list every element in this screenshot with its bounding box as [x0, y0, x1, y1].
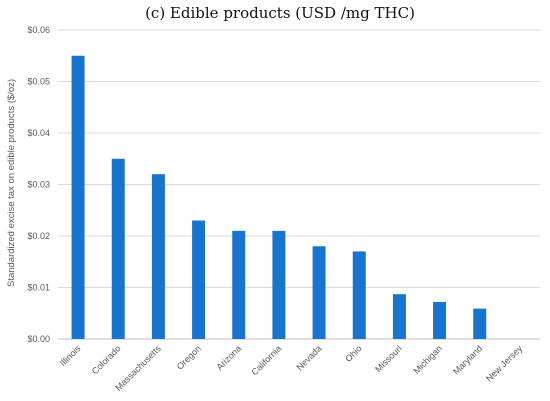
y-axis-label: Standardized excise tax on edible produc… — [6, 79, 17, 287]
bar — [473, 308, 487, 339]
y-tick-label: $0.01 — [27, 283, 50, 293]
bar — [151, 174, 165, 339]
x-tick-label: Oregon — [175, 343, 203, 371]
bar — [392, 294, 406, 339]
bar — [352, 251, 366, 339]
bar — [111, 158, 125, 339]
bar — [192, 220, 206, 339]
bar — [71, 55, 85, 339]
x-tick-label: New Jersey — [484, 343, 525, 384]
x-tick-label: California — [249, 343, 283, 377]
x-tick-label: Maryland — [451, 343, 484, 376]
x-tick-label: Ohio — [343, 343, 364, 364]
y-tick-label: $0.03 — [27, 180, 50, 190]
bar — [272, 230, 286, 339]
bar — [312, 246, 326, 339]
y-tick-label: $0.00 — [27, 334, 50, 344]
bars — [71, 55, 487, 339]
x-tick-label: Missouri — [373, 343, 404, 374]
bar — [232, 230, 246, 339]
bar — [433, 301, 447, 339]
gridlines — [58, 29, 540, 340]
chart-title: (c) Edible products (USD /mg THC) — [145, 4, 415, 22]
x-tick-label: Arizona — [215, 343, 244, 372]
x-tick-label: Illinois — [58, 343, 83, 368]
x-tick-label: Colorado — [90, 343, 123, 376]
y-tick-label: $0.06 — [27, 25, 50, 35]
y-tick-label: $0.05 — [27, 77, 50, 87]
y-axis-ticks: $0.00 $0.01 $0.02 $0.03 $0.04 $0.05 $0.06 — [27, 25, 50, 344]
x-tick-label: Michigan — [411, 343, 444, 376]
x-tick-label: Nevada — [294, 343, 323, 372]
y-tick-label: $0.02 — [27, 231, 50, 241]
y-tick-label: $0.04 — [27, 128, 50, 138]
